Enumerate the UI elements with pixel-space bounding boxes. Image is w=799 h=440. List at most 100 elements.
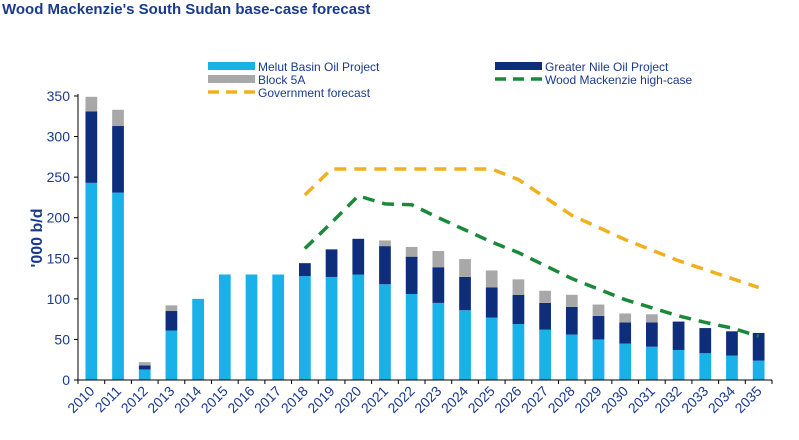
bar-greater-nile-oil-project-2026 (512, 294, 525, 325)
bar-greater-nile-oil-project-2023 (432, 267, 445, 303)
legend-label-government-forecast: Government forecast (258, 86, 371, 100)
bar-melut-basin-oil-project-2026 (512, 324, 525, 380)
bar-melut-basin-oil-project-2033 (699, 353, 712, 380)
chart-title: Wood Mackenzie's South Sudan base-case f… (2, 1, 371, 18)
bar-melut-basin-oil-project-2032 (672, 349, 685, 380)
x-tick-label: 2023 (411, 383, 444, 416)
bar-melut-basin-oil-project-2023 (432, 302, 445, 380)
x-tick-label: 2021 (358, 383, 391, 416)
bar-melut-basin-oil-project-2030 (619, 343, 632, 380)
y-tick-label: 50 (54, 331, 70, 347)
bar-melut-basin-oil-project-2016 (245, 274, 258, 380)
x-tick-label: 2014 (171, 383, 204, 416)
x-tick-label: 2030 (598, 383, 631, 416)
bar-greater-nile-oil-project-2021 (379, 246, 391, 285)
bar-block-5a-2031 (646, 314, 658, 323)
line-layer (303, 167, 760, 338)
bar-block-5a-2013 (165, 305, 178, 312)
y-tick-label: 200 (47, 210, 71, 226)
bar-greater-nile-oil-project-2033 (699, 328, 712, 354)
bar-greater-nile-oil-project-2034 (726, 331, 738, 356)
line-government-forecast (303, 167, 760, 290)
legend-label-block-5a: Block 5A (258, 73, 305, 87)
bar-block-5a-2011 (112, 109, 124, 127)
bar-melut-basin-oil-project-2011 (112, 192, 124, 380)
x-tick-label: 2020 (331, 383, 364, 416)
bar-layer (85, 96, 765, 380)
bar-block-5a-2026 (512, 279, 525, 295)
bar-melut-basin-oil-project-2014 (192, 298, 204, 380)
x-tick-label: 2032 (651, 383, 684, 416)
x-tick-label: 2024 (438, 383, 471, 416)
bar-melut-basin-oil-project-2035 (752, 360, 765, 380)
y-tick-label: 300 (47, 129, 71, 145)
bar-greater-nile-oil-project-2012 (138, 365, 151, 370)
y-tick-label: 0 (62, 372, 70, 388)
bar-block-5a-2012 (138, 362, 151, 366)
legend-label-wood-mackenzie-high-case: Wood Mackenzie high-case (545, 73, 693, 87)
x-tick-label: 2028 (545, 383, 578, 416)
bar-melut-basin-oil-project-2020 (352, 274, 365, 380)
bar-greater-nile-oil-project-2020 (352, 238, 365, 275)
bar-greater-nile-oil-project-2030 (619, 322, 632, 344)
bar-block-5a-2025 (485, 270, 498, 288)
bar-greater-nile-oil-project-2018 (299, 263, 311, 277)
bar-melut-basin-oil-project-2015 (218, 274, 231, 380)
bar-block-5a-2029 (592, 304, 605, 316)
legend-swatch-greater-nile-oil-project (495, 62, 542, 70)
bar-melut-basin-oil-project-2025 (485, 317, 498, 380)
bar-greater-nile-oil-project-2024 (459, 276, 471, 311)
bar-melut-basin-oil-project-2027 (539, 329, 551, 380)
bar-melut-basin-oil-project-2010 (85, 182, 98, 380)
bar-block-5a-2030 (619, 313, 632, 323)
bar-melut-basin-oil-project-2019 (325, 276, 338, 380)
bar-block-5a-2010 (85, 96, 98, 112)
bar-melut-basin-oil-project-2021 (379, 284, 391, 380)
bar-melut-basin-oil-project-2013 (165, 330, 178, 380)
x-tick-label: 2017 (251, 383, 284, 416)
x-tick-label: 2015 (198, 383, 231, 416)
bar-block-5a-2021 (379, 240, 391, 247)
x-tick-label: 2025 (465, 383, 498, 416)
x-tick-label: 2016 (224, 383, 257, 416)
line-wood-mackenzie-high-case (303, 193, 760, 338)
bar-melut-basin-oil-project-2022 (405, 293, 418, 380)
bar-block-5a-2023 (432, 250, 445, 268)
legend-label-melut-basin-oil-project: Melut Basin Oil Project (258, 60, 380, 74)
bar-melut-basin-oil-project-2034 (726, 355, 738, 380)
x-tick-label: 2026 (491, 383, 524, 416)
bar-greater-nile-oil-project-2025 (485, 287, 498, 318)
y-tick-label: 150 (47, 250, 71, 266)
y-axis-label: '000 b/d (29, 209, 46, 268)
x-tick-label: 2033 (678, 383, 711, 416)
x-tick-label: 2022 (384, 383, 417, 416)
y-tick-label: 100 (47, 291, 71, 307)
x-tick-label: 2031 (625, 383, 658, 416)
y-tick-label: 250 (47, 169, 71, 185)
bar-greater-nile-oil-project-2011 (112, 126, 124, 193)
bar-block-5a-2024 (459, 259, 471, 277)
bar-melut-basin-oil-project-2012 (138, 369, 151, 380)
bar-greater-nile-oil-project-2028 (565, 306, 578, 335)
bar-greater-nile-oil-project-2013 (165, 311, 178, 331)
x-tick-label: 2035 (731, 383, 764, 416)
bar-greater-nile-oil-project-2031 (646, 322, 658, 347)
x-tick-label: 2019 (304, 383, 337, 416)
x-tick-label: 2013 (144, 383, 177, 416)
x-tick-label: 2034 (705, 383, 738, 416)
bar-melut-basin-oil-project-2017 (272, 274, 285, 380)
bar-greater-nile-oil-project-2022 (405, 256, 418, 294)
bar-melut-basin-oil-project-2018 (299, 276, 311, 380)
bar-greater-nile-oil-project-2032 (672, 321, 685, 350)
bar-melut-basin-oil-project-2028 (565, 334, 578, 380)
bar-greater-nile-oil-project-2010 (85, 111, 98, 183)
bar-block-5a-2028 (565, 294, 578, 307)
bar-greater-nile-oil-project-2029 (592, 315, 605, 340)
legend-swatch-block-5a (208, 75, 255, 83)
bar-melut-basin-oil-project-2024 (459, 310, 471, 380)
x-tick-label: 2012 (118, 383, 151, 416)
legend-label-greater-nile-oil-project: Greater Nile Oil Project (545, 60, 669, 74)
legend-swatch-melut-basin-oil-project (208, 62, 255, 70)
